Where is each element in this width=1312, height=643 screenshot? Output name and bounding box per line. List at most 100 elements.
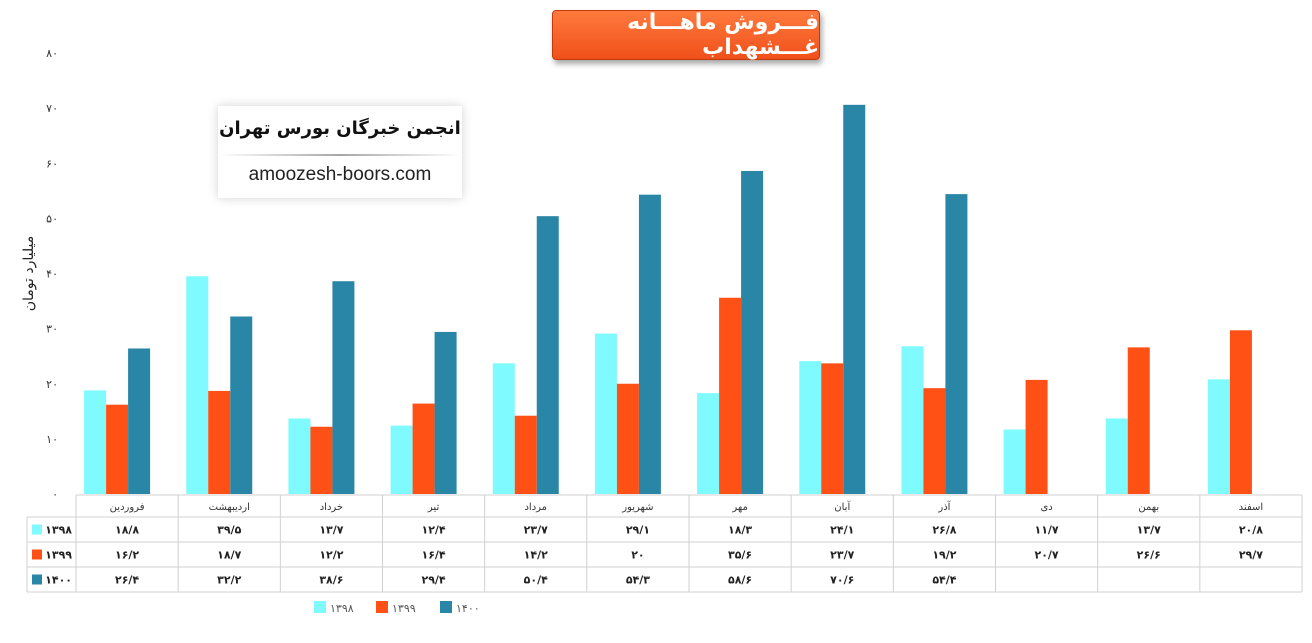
bar-1-3	[412, 403, 435, 494]
category-label: شهریور	[621, 502, 653, 513]
table-cell-value: ۷۰/۶	[830, 574, 854, 587]
table-cell-value: ۱۶/۲	[115, 549, 139, 562]
table-cell-value: ۲۶/۴	[115, 574, 139, 587]
legend-swatch-0	[314, 601, 326, 613]
bar-0-3	[390, 425, 413, 494]
bar-0-10	[1105, 418, 1128, 494]
table-cell-value: ۵۴/۳	[626, 574, 650, 587]
y-tick-label: ۴۰	[46, 268, 58, 281]
bar-2-5	[638, 194, 661, 494]
table-cell-value: ۱۲/۴	[421, 524, 445, 537]
table-cell-value: ۲۰/۸	[1239, 524, 1263, 537]
table-key-1	[32, 549, 42, 560]
table-cell-value: ۱۶/۴	[421, 549, 445, 562]
bar-1-10	[1127, 347, 1150, 494]
legend-label-0: ۱۳۹۸	[330, 602, 354, 615]
table-cell-value: ۱۳/۷	[319, 524, 343, 537]
table-cell-value: ۱۳/۷	[1137, 524, 1161, 537]
table-cell-value: ۳۸/۶	[319, 574, 343, 587]
category-label: بهمن	[1138, 502, 1159, 513]
bar-0-7	[799, 361, 822, 494]
table-cell-value: ۲۹/۷	[1239, 549, 1263, 562]
bar-0-1	[186, 276, 209, 494]
table-cell-value: ۵۰/۴	[524, 574, 548, 587]
category-label: آذر	[937, 500, 951, 513]
bar-2-3	[434, 331, 457, 494]
bar-1-8	[923, 388, 946, 494]
table-series-name: ۱۳۹۸	[45, 524, 72, 537]
table-cell-value: ۲۹/۴	[421, 574, 445, 587]
category-label: خرداد	[320, 502, 343, 513]
bar-2-0	[128, 348, 151, 494]
watermark-title: انجمن خبرگان بورس تهران	[219, 118, 461, 139]
bar-1-6	[719, 297, 742, 494]
table-cell-value: ۱۱/۷	[1034, 524, 1058, 537]
table-cell-value: ۲۶/۶	[1137, 549, 1161, 562]
bar-1-0	[106, 404, 129, 494]
table-cell-value: ۱۸/۳	[728, 524, 752, 537]
bar-1-7	[821, 363, 844, 494]
bar-1-9	[1025, 379, 1048, 494]
bar-2-7	[843, 104, 866, 494]
y-axis-title: میلیارد تومان	[21, 236, 37, 311]
table-key-2	[32, 574, 42, 585]
bar-0-9	[1003, 429, 1026, 494]
y-tick-label: ۰	[52, 488, 58, 501]
bar-0-5	[594, 333, 617, 494]
table-cell-value: ۵۸/۶	[728, 574, 752, 587]
y-tick-label: ۸۰	[46, 47, 58, 60]
table-cell-value: ۲۶/۸	[932, 524, 956, 537]
bar-0-0	[84, 390, 107, 494]
watermark-url: amoozesh-boors.com	[248, 164, 432, 185]
category-label: مهر	[731, 502, 747, 513]
bar-1-1	[208, 390, 231, 494]
table-cell-value: ۱۸/۸	[115, 524, 139, 537]
bar-0-8	[901, 346, 924, 494]
legend-swatch-2	[440, 601, 452, 613]
legend-swatch-1	[376, 601, 388, 613]
table-cell-value: ۱۲/۲	[319, 549, 343, 562]
watermark-box: انجمن خبرگان بورس تهران amoozesh-boors.c…	[218, 106, 462, 198]
table-cell-value: ۱۹/۲	[932, 549, 956, 562]
watermark-divider	[218, 154, 462, 156]
table-cell-value: ۲۴/۱	[830, 524, 854, 537]
table-cell-value: ۲۰	[631, 549, 644, 562]
table-cell-value: ۲۳/۷	[524, 524, 548, 537]
category-label: دی	[1040, 502, 1052, 513]
category-label: فروردین	[110, 502, 145, 513]
y-tick-label: ۳۰	[46, 323, 58, 336]
y-tick-label: ۱۰	[46, 433, 58, 446]
bar-1-5	[616, 383, 639, 494]
chart-title-text: فـــروش ماهـــانه غـــشهداب	[627, 10, 819, 60]
table-cell-value: ۳۹/۵	[217, 524, 241, 537]
bar-0-4	[492, 363, 515, 494]
legend-label-2: ۱۴۰۰	[456, 602, 480, 615]
category-label: تیر	[427, 502, 440, 513]
table-key-0	[32, 524, 42, 535]
chart-title: فـــروش ماهـــانه غـــشهداب	[552, 10, 820, 60]
bar-0-11	[1207, 379, 1230, 494]
category-label: آبان	[834, 500, 851, 513]
table-cell-value: ۲۳/۷	[830, 549, 854, 562]
legend-label-1: ۱۳۹۹	[392, 602, 416, 615]
table-series-name: ۱۴۰۰	[45, 574, 72, 587]
bar-2-6	[741, 170, 764, 494]
y-tick-label: ۶۰	[46, 157, 58, 170]
table-cell-value: ۵۴/۴	[932, 574, 956, 587]
table-cell-value: ۱۴/۲	[524, 549, 548, 562]
bar-2-4	[536, 216, 559, 495]
table-cell-value: ۲۹/۱	[626, 524, 650, 537]
bar-2-2	[332, 281, 355, 494]
bar-2-1	[230, 316, 253, 494]
y-tick-label: ۷۰	[46, 102, 58, 115]
table-cell-value: ۲۰/۷	[1034, 549, 1058, 562]
bar-0-6	[697, 393, 720, 494]
bar-1-11	[1229, 330, 1252, 494]
category-label: اسفند	[1239, 502, 1263, 513]
table-series-name: ۱۳۹۹	[45, 549, 72, 562]
bar-0-2	[288, 418, 311, 494]
category-label: اردیبهشت	[209, 502, 250, 513]
table-cell-value: ۳۲/۲	[217, 574, 241, 587]
table-cell-value: ۳۵/۶	[728, 549, 752, 562]
